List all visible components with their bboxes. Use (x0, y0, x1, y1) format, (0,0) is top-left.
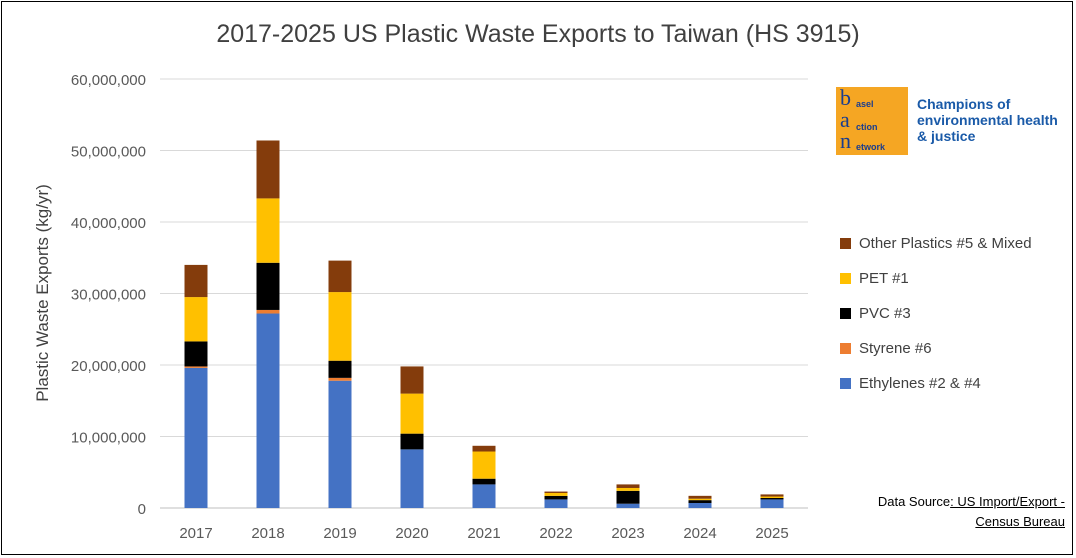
bar-segment (328, 380, 352, 508)
x-tick-label: 2023 (611, 525, 644, 542)
data-source-prefix: Data Source (877, 494, 951, 509)
bar-segment (472, 484, 496, 508)
bar-segment (616, 503, 640, 508)
bar-segment (472, 445, 496, 452)
bar-segment (184, 341, 208, 367)
x-tick-label: 2021 (467, 525, 500, 542)
x-tick-label: 2025 (755, 525, 788, 542)
data-source: Data Source: US Import/Export - Census B… (835, 492, 1065, 532)
bar-segment (184, 264, 208, 298)
logo-tagline: Champions of environmental health & just… (917, 96, 1058, 144)
bar-segment (256, 262, 280, 310)
y-axis-label: Plastic Waste Exports (kg/yr) (33, 184, 52, 402)
legend-label: Styrene #6 (859, 340, 932, 357)
bar-segment (328, 377, 352, 381)
bar-segment (256, 140, 280, 199)
bar-segment (688, 495, 712, 499)
bar-segment (616, 487, 640, 491)
legend-swatch (840, 378, 851, 389)
bar-segment (760, 496, 784, 498)
x-tick-label: 2024 (683, 525, 716, 542)
logo-letter-a: a (840, 107, 850, 132)
bar-segment (544, 492, 568, 496)
legend-item: PVC #3 (840, 296, 1032, 331)
ban-logo: b asel a ction n etwork (836, 87, 908, 155)
bar-segment (472, 478, 496, 485)
x-tick-label: 2022 (539, 525, 572, 542)
bar-segment (760, 497, 784, 500)
logo-letter-b: b (840, 85, 851, 110)
x-tick-label: 2018 (251, 525, 284, 542)
x-tick-label: 2020 (395, 525, 428, 542)
bar-segment (688, 498, 712, 501)
logo-word-basel: asel (856, 99, 874, 109)
legend-label: PVC #3 (859, 305, 911, 322)
bar-segment (544, 495, 568, 500)
bar-segment (616, 490, 640, 504)
bar-segment (256, 309, 280, 314)
bar-segment (688, 502, 712, 508)
bar-segment (544, 499, 568, 508)
x-axis-ticks: 2017 2018 2019 2020 2021 2022 2023 2024 2025 (179, 525, 788, 542)
logo-word-network: etwork (856, 142, 886, 152)
bar-segment (760, 499, 784, 508)
bar-segment (472, 451, 496, 479)
legend-item: Ethylenes #2 & #4 (840, 366, 1032, 401)
y-tick-label: 50,000,000 (71, 144, 146, 161)
bar-segment (328, 260, 352, 293)
logo-letter-n: n (840, 128, 851, 153)
bar-segment (544, 491, 568, 493)
bar-segment (400, 366, 424, 394)
y-tick-label: 60,000,000 (71, 72, 146, 89)
y-axis-ticks: 0 10,000,000 20,000,000 30,000,000 40,000,00… (71, 72, 146, 518)
bar-segment (256, 313, 280, 508)
y-tick-label: 20,000,000 (71, 358, 146, 375)
legend-swatch (840, 238, 851, 249)
x-tick-label: 2017 (179, 525, 212, 542)
y-tick-label: 30,000,000 (71, 287, 146, 304)
legend-swatch (840, 273, 851, 284)
data-source-link[interactable]: : US Import/Export - Census Bureau (950, 494, 1065, 529)
bar-segment (328, 292, 352, 361)
y-tick-label: 0 (138, 501, 146, 518)
bars (184, 140, 784, 508)
bar-segment (400, 393, 424, 434)
bar-segment (688, 500, 712, 503)
legend-swatch (840, 343, 851, 354)
bar-segment (400, 433, 424, 450)
bar-segment (400, 449, 424, 508)
y-tick-label: 10,000,000 (71, 430, 146, 447)
bar-segment (616, 484, 640, 488)
legend-label: Other Plastics #5 & Mixed (859, 235, 1032, 252)
legend-item: Styrene #6 (840, 331, 1032, 366)
legend-item: PET #1 (840, 261, 1032, 296)
bar-segment (184, 367, 208, 508)
bar-segment (184, 366, 208, 368)
y-tick-label: 40,000,000 (71, 215, 146, 232)
bar-segment (328, 360, 352, 378)
bar-segment (760, 494, 784, 497)
chart-legend: Other Plastics #5 & Mixed PET #1 PVC #3 Sty… (840, 226, 1032, 401)
logo-word-action: ction (856, 122, 878, 132)
legend-label: Ethylenes #2 & #4 (859, 375, 981, 392)
chart-title: 2017-2025 US Plastic Waste Exports to Ta… (216, 20, 860, 48)
legend-label: PET #1 (859, 270, 909, 287)
bar-segment (256, 198, 280, 263)
legend-item: Other Plastics #5 & Mixed (840, 226, 1032, 261)
legend-swatch (840, 308, 851, 319)
bar-segment (184, 297, 208, 342)
x-tick-label: 2019 (323, 525, 356, 542)
